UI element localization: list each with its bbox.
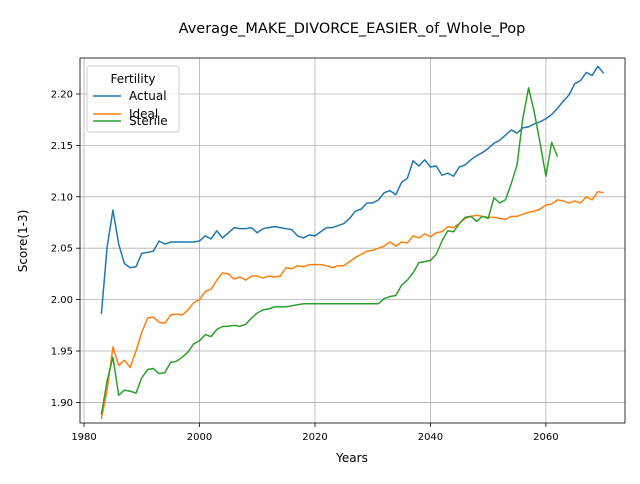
legend: Fertility Actual Ideal Sterile — [86, 65, 180, 133]
y-tick-label: 2.20 — [51, 89, 73, 100]
y-tick-label: 1.90 — [51, 398, 73, 409]
axis-ticks: 1980 2000 2020 2040 2060 1.90 1.95 2.00 2.05 2.10… — [51, 89, 559, 443]
x-tick-label: 2020 — [302, 432, 327, 443]
y-tick-label: 2.15 — [51, 141, 73, 152]
y-tick-label: 2.10 — [51, 192, 73, 203]
legend-title: Fertility — [110, 72, 155, 86]
series-line-ideal — [100, 190, 604, 420]
y-tick-label: 2.00 — [51, 295, 73, 306]
legend-label-actual: Actual — [129, 89, 167, 103]
series-lines — [100, 65, 605, 420]
chart-title: Average_MAKE_DIVORCE_EASIER_of_Whole_Pop — [179, 21, 526, 37]
legend-label-sterile: Sterile — [129, 114, 168, 128]
x-tick-label: 2040 — [418, 432, 443, 443]
legend-label-ideal: Ideal — [129, 107, 158, 121]
plot-frame — [79, 57, 626, 424]
x-tick-label: 2060 — [533, 432, 558, 443]
series-line-sterile — [100, 87, 559, 415]
x-tick-label: 1980 — [71, 432, 96, 443]
series-line-actual — [100, 65, 605, 315]
y-tick-label: 1.95 — [51, 347, 73, 358]
x-tick-label: 2000 — [187, 432, 212, 443]
y-tick-label: 2.05 — [51, 244, 73, 255]
y-axis-label: Score(1-3) — [16, 210, 30, 273]
x-axis-label: Years — [335, 451, 368, 465]
legend-frame — [86, 65, 180, 133]
